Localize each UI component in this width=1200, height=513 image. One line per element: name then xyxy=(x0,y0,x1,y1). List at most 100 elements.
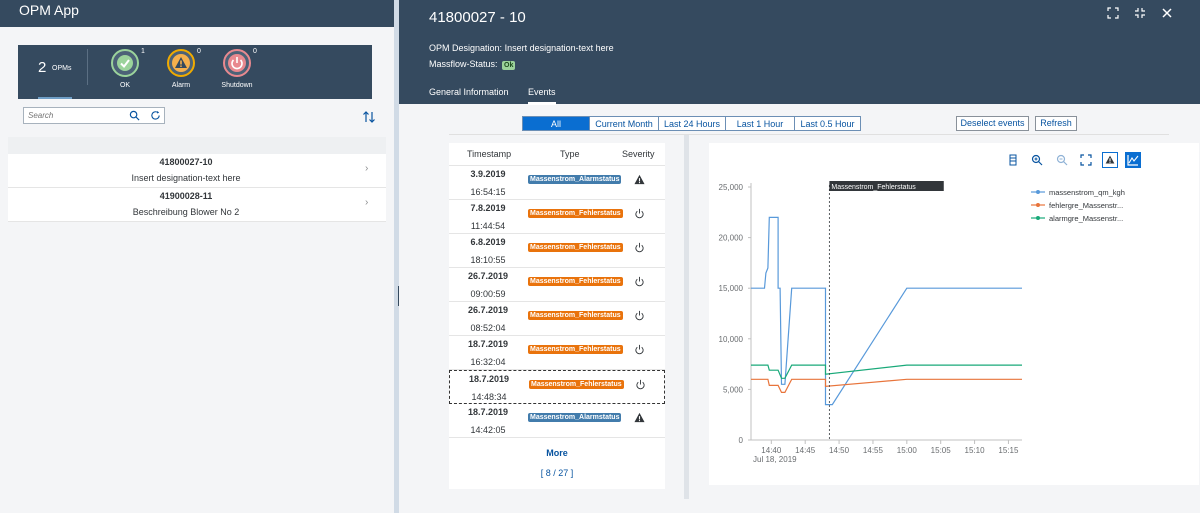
content-splitter[interactable] xyxy=(684,135,689,499)
event-date: 26.7.2019 xyxy=(467,305,509,315)
kpi-ok[interactable]: 1 OK xyxy=(102,48,145,95)
alarm-icon xyxy=(167,49,195,77)
event-type-badge: Massenstrom_Alarmstatus xyxy=(528,175,622,184)
power-icon xyxy=(635,242,644,253)
event-time: 14:42:05 xyxy=(470,425,506,435)
y-tick-label: 20,000 xyxy=(719,234,744,243)
massflow-status-badge: Ok xyxy=(502,61,516,70)
chevron-right-icon: › xyxy=(365,163,369,174)
refresh-button[interactable]: Refresh xyxy=(1035,116,1077,131)
event-type-badge: Massenstrom_Fehlerstatus xyxy=(529,380,624,389)
kpi-opms-tab[interactable]: 2 OPMs xyxy=(38,53,88,99)
exit-fullscreen-icon[interactable] xyxy=(1133,6,1147,20)
tab-events[interactable]: Events xyxy=(528,87,556,105)
kpi-shutdown[interactable]: 0 Shutdown xyxy=(214,48,257,95)
legend-marker xyxy=(1036,216,1040,220)
shutdown-count: 0 xyxy=(253,48,257,55)
fit-to-view-icon[interactable] xyxy=(1078,152,1094,168)
event-type-badge: Massenstrom_Fehlerstatus xyxy=(528,209,623,218)
filter-current-month[interactable]: Current Month xyxy=(589,116,659,131)
event-time: 11:44:54 xyxy=(470,221,506,231)
opm-id: 41900028-11 xyxy=(159,191,213,201)
opm-description: Insert designation-text here xyxy=(131,173,241,183)
alarm-label: Alarm xyxy=(171,82,191,89)
event-type-badge: Massenstrom_Fehlerstatus xyxy=(528,243,623,252)
event-row[interactable]: 6.8.2019 18:10:55 Massenstrom_Fehlerstatus xyxy=(449,234,665,268)
event-row[interactable]: 18.7.2019 14:48:34 Massenstrom_Fehlerstatu… xyxy=(449,370,665,404)
event-row[interactable]: 7.8.2019 11:44:54 Massenstrom_Fehlerstatus xyxy=(449,200,665,234)
timeseries-chart: 0 5,000 10,000 15,000 20,000 25,000 14:40 14:45… xyxy=(719,181,1125,464)
filter-last-1-hour[interactable]: Last 1 Hour xyxy=(725,116,795,131)
event-date: 18.7.2019 xyxy=(467,339,509,349)
fullscreen-icon[interactable] xyxy=(1106,6,1120,20)
y-tick-label: 10,000 xyxy=(719,335,744,344)
column-header-severity[interactable]: Severity xyxy=(622,149,655,159)
legend-marker xyxy=(1036,203,1040,207)
line-chart-icon[interactable] xyxy=(1125,152,1141,168)
x-tick-label: 14:50 xyxy=(829,446,850,455)
opm-id: 41800027-10 xyxy=(159,157,213,167)
column-header-type[interactable]: Type xyxy=(560,149,580,159)
toolbar-divider xyxy=(449,134,1169,135)
warning-icon xyxy=(634,412,645,423)
event-row[interactable]: 18.7.2019 16:32:04 Massenstrom_Fehlerstatu… xyxy=(449,336,665,370)
legend-item: massenstrom_qm_kgh xyxy=(1049,188,1125,197)
event-row[interactable]: 18.7.2019 14:42:05 Massenstrom_Alarmstatus xyxy=(449,404,665,438)
power-icon xyxy=(636,379,645,390)
x-axis-date-label: Jul 18, 2019 xyxy=(753,455,797,464)
event-time: 09:00:59 xyxy=(470,289,506,299)
column-header-timestamp[interactable]: Timestamp xyxy=(467,149,512,159)
event-row[interactable]: 26.7.2019 09:00:59 Massenstrom_Fehlerstatu… xyxy=(449,268,665,302)
y-tick-label: 25,000 xyxy=(719,183,744,192)
deselect-events-button[interactable]: Deselect events xyxy=(956,116,1029,131)
chevron-right-icon: › xyxy=(365,197,369,208)
kpi-divider xyxy=(87,49,88,85)
event-row[interactable]: 26.7.2019 08:52:04 Massenstrom_Fehlerstatu… xyxy=(449,302,665,336)
zoom-out-icon[interactable] xyxy=(1054,152,1070,168)
shutdown-icon xyxy=(223,49,251,77)
filter-last-0-5-hour[interactable]: Last 0.5 Hour xyxy=(794,116,861,131)
show-events-icon[interactable] xyxy=(1102,152,1118,168)
x-tick-label: 14:45 xyxy=(795,446,816,455)
event-date: 6.8.2019 xyxy=(470,237,506,247)
close-icon[interactable] xyxy=(1160,6,1174,20)
event-time: 18:10:55 xyxy=(470,255,506,265)
pane-splitter[interactable] xyxy=(394,0,399,513)
event-time: 16:54:15 xyxy=(470,187,506,197)
more-button[interactable]: More xyxy=(546,448,568,458)
event-type-badge: Massenstrom_Alarmstatus xyxy=(528,413,622,422)
event-type-badge: Massenstrom_Fehlerstatus xyxy=(528,277,623,286)
detail-header: 41800027 - 10 OPM Designation: Insert de… xyxy=(399,0,1200,105)
filter-all[interactable]: All xyxy=(522,116,590,131)
warning-icon xyxy=(634,174,645,185)
object-title: 41800027 - 10 xyxy=(429,9,526,26)
x-tick-label: 15:10 xyxy=(965,446,986,455)
legend-item: alarmgre_Massenstr... xyxy=(1049,214,1123,223)
master-pane: OPM App 2 OPMs 1 OK xyxy=(0,0,394,513)
app-title: OPM App xyxy=(19,2,79,18)
event-row[interactable]: 3.9.2019 16:54:15 Massenstrom_Alarmstatus xyxy=(449,166,665,200)
power-icon xyxy=(635,276,644,287)
series-line xyxy=(751,216,1022,406)
opms-label: OPMs xyxy=(52,65,72,72)
opm-list-item[interactable]: 41900028-11 Beschreibung Blower No 2 › xyxy=(8,188,386,222)
search-icon[interactable] xyxy=(129,110,140,121)
refresh-icon[interactable] xyxy=(150,110,161,121)
power-icon xyxy=(635,344,644,355)
tab-general-information[interactable]: General Information xyxy=(429,87,509,97)
sort-icon[interactable] xyxy=(362,110,376,124)
table-view-icon[interactable] xyxy=(1005,152,1021,168)
y-tick-label: 15,000 xyxy=(719,284,744,293)
massflow-label: Massflow-Status: xyxy=(429,59,498,69)
y-tick-label: 0 xyxy=(739,436,744,445)
opm-list-item[interactable]: 41800027-10 Insert designation-text here… xyxy=(8,154,386,188)
x-tick-label: 15:05 xyxy=(931,446,952,455)
zoom-in-icon[interactable] xyxy=(1029,152,1045,168)
series-line xyxy=(751,378,1022,393)
event-marker-label-bg xyxy=(829,181,944,191)
search-input[interactable] xyxy=(28,110,118,121)
filter-last-24-hours[interactable]: Last 24 Hours xyxy=(658,116,726,131)
opm-description: Beschreibung Blower No 2 xyxy=(132,207,240,217)
kpi-alarm[interactable]: 0 Alarm xyxy=(158,48,201,95)
event-time: 16:32:04 xyxy=(470,357,506,367)
